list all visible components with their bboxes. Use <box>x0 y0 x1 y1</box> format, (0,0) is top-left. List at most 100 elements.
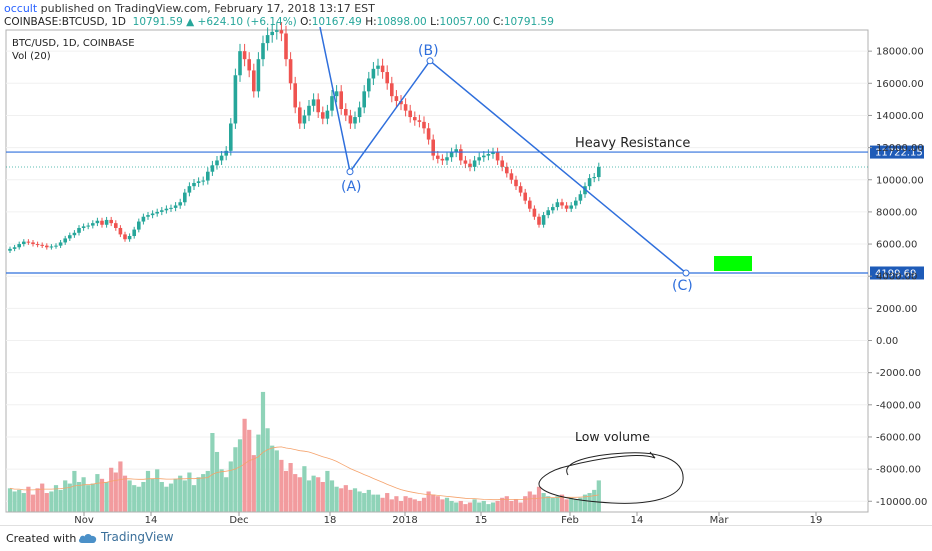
volume-bar <box>274 450 279 512</box>
candle-body <box>560 202 564 206</box>
footer: Created with TradingView <box>0 525 932 551</box>
candle-body <box>307 105 311 116</box>
candle-body <box>518 186 523 193</box>
candle-body <box>17 244 21 248</box>
candle-body <box>155 211 159 214</box>
price-chart[interactable]: 11722.15 4199.69 18000.00 16000.00 14000.00… <box>0 0 932 525</box>
volume-bar <box>559 494 565 512</box>
candle-body <box>219 155 224 161</box>
close-label: C: <box>492 16 504 28</box>
candle-body <box>532 208 537 217</box>
y-tick-label: -10000.00 <box>876 497 927 508</box>
volume-bar <box>357 491 362 512</box>
volume-bar <box>12 491 17 512</box>
volume-bar <box>582 494 588 512</box>
volume-bar <box>30 494 36 512</box>
candle-body <box>123 234 127 240</box>
candle-body <box>137 221 141 230</box>
target-box[interactable] <box>714 256 752 271</box>
volume-bar <box>592 489 597 512</box>
x-tick-label: Feb <box>561 515 579 525</box>
volume-bars <box>7 391 601 512</box>
y-tick-label: -4000.00 <box>876 400 921 411</box>
volume-bar <box>173 478 178 512</box>
price-label-text: 11722.15 <box>875 148 923 159</box>
volume-bar <box>205 470 210 512</box>
volume-bar <box>343 485 348 512</box>
volume-bar <box>371 494 376 512</box>
volume-bar <box>334 486 339 512</box>
candle-body <box>477 157 481 161</box>
volume-bar <box>72 470 77 512</box>
y-axis[interactable]: 18000.00 16000.00 14000.00 12000.00 10000.00… <box>868 47 927 508</box>
volume-bar <box>426 491 431 512</box>
volume-bar <box>159 481 164 512</box>
candle-body <box>81 226 86 228</box>
x-tick-label: Nov <box>74 515 94 525</box>
volume-bar <box>325 470 330 512</box>
candle-body <box>528 200 532 209</box>
candle-body <box>229 123 233 151</box>
y-tick-label: 14000.00 <box>876 111 924 122</box>
x-axis[interactable]: Nov 14 Dec 18 2018 15 Feb 14 Mar 19 <box>6 511 868 525</box>
volume-bar <box>44 493 49 512</box>
volume-bar <box>283 470 289 512</box>
candle-body <box>311 99 316 106</box>
candle-body <box>445 157 449 161</box>
candle-body <box>408 110 412 118</box>
candle-body <box>344 109 348 116</box>
candle-body <box>233 75 238 124</box>
price-label-box <box>870 266 924 280</box>
volume-bar <box>90 483 95 512</box>
volume-bar <box>366 489 371 512</box>
candle-body <box>118 227 123 235</box>
volume-bar <box>500 497 505 512</box>
low-label: L: <box>430 16 440 28</box>
y-tick-label: 4000.00 <box>876 272 917 283</box>
candle-body <box>587 178 592 187</box>
open-value: 10167.49 <box>311 16 362 28</box>
volume-bar <box>564 499 569 512</box>
candle-body <box>334 91 339 97</box>
published-text: published on TradingView.com, February 1… <box>40 2 375 15</box>
candle-body <box>215 160 219 166</box>
legend-pair: BTC/USD, 1D, COINBASE <box>12 38 135 49</box>
candle-body <box>403 104 408 111</box>
volume-bar <box>141 481 146 512</box>
price-label-box <box>870 145 924 159</box>
candle-body <box>514 179 518 187</box>
volume-bar <box>555 496 560 512</box>
candle-body <box>146 215 150 217</box>
x-tick-label: 19 <box>810 515 823 525</box>
candle-body <box>109 219 113 224</box>
horizontal-lines[interactable]: 11722.15 4199.69 <box>6 145 924 280</box>
tradingview-logo[interactable]: TradingView <box>78 530 174 544</box>
candle-body <box>270 31 274 36</box>
candle-body <box>348 115 353 124</box>
author-link[interactable]: occult <box>4 2 38 15</box>
candle-body <box>298 107 302 124</box>
volume-bar <box>449 500 454 512</box>
volume-bar <box>40 483 45 512</box>
y-tick-label: -8000.00 <box>876 465 921 476</box>
candle-body <box>256 59 261 92</box>
candle-body <box>150 213 155 216</box>
candle-body <box>302 115 307 124</box>
candle-body <box>537 216 541 225</box>
candle-body <box>22 241 26 245</box>
candle-body <box>371 68 376 79</box>
volume-ma-line <box>9 446 599 501</box>
volume-bar <box>247 429 252 512</box>
candle-body <box>8 248 12 251</box>
volume-bar <box>546 496 551 512</box>
candle-body <box>160 210 164 212</box>
candle-body <box>551 207 555 211</box>
volume-bar <box>251 455 256 512</box>
volume-bar <box>49 491 54 512</box>
volume-bar <box>352 488 358 512</box>
close-value: 10791.59 <box>503 16 554 28</box>
low-volume-circle[interactable] <box>538 451 684 504</box>
volume-bar <box>210 433 215 512</box>
volume-bar <box>256 434 261 512</box>
abc-wave-drawing[interactable] <box>319 26 690 277</box>
